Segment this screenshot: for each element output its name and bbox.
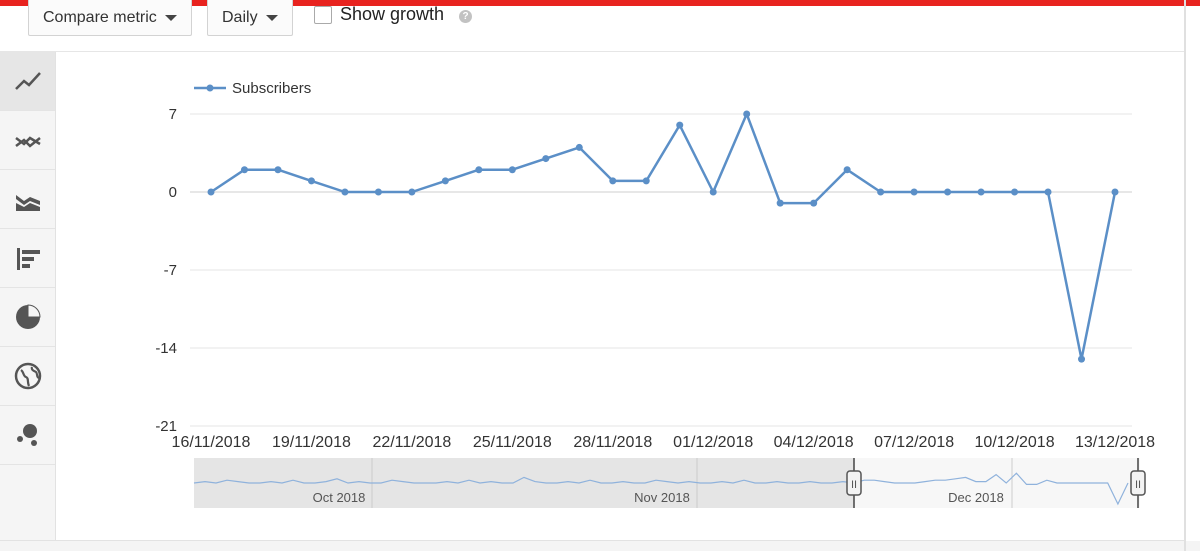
navigator-mini-series (193, 472, 1129, 506)
bar-chart-button[interactable] (0, 229, 55, 288)
panel-bottom-divider (0, 540, 1186, 541)
data-point (1078, 355, 1086, 363)
data-point (709, 188, 717, 196)
data-point (910, 188, 918, 196)
data-point (341, 188, 349, 196)
data-point (1111, 188, 1119, 196)
pie-chart-icon (15, 304, 41, 329)
bar-chart-icon (16, 248, 40, 270)
data-point (408, 188, 416, 196)
show-growth-checkbox[interactable] (314, 6, 332, 24)
data-point (977, 188, 985, 196)
y-tick-label: 0 (169, 184, 177, 201)
data-point (240, 166, 248, 174)
chart-type-sidebar (0, 52, 56, 540)
top-accent-bar (0, 0, 1200, 6)
bubble-chart-button[interactable] (0, 406, 55, 465)
interval-label: Daily (222, 8, 258, 26)
data-point (542, 155, 550, 163)
multi-line-chart-button[interactable] (0, 111, 55, 170)
line-chart-icon (14, 72, 41, 90)
navigator-month-label: Dec 2018 (948, 490, 1004, 505)
navigator-range-handle[interactable] (846, 470, 862, 496)
chevron-down-icon (164, 14, 177, 21)
multi-line-chart-icon (14, 136, 41, 148)
toolbar: Compare metric Daily Show growth ? (0, 0, 1200, 52)
data-point (1011, 188, 1019, 196)
x-tick-label: 28/11/2018 (573, 434, 652, 451)
y-tick-label: 7 (169, 106, 177, 123)
x-tick-label: 13/12/2018 (1075, 434, 1155, 451)
data-point (743, 110, 751, 118)
x-axis-ticks: 16/11/2018 19/11/2018 22/11/2018 25/11/2018… (172, 434, 1156, 451)
data-point (642, 177, 650, 185)
chart-legend: Subscribers (194, 80, 311, 97)
help-icon[interactable]: ? (459, 10, 472, 23)
globe-map-icon (14, 362, 41, 390)
navigator-handle-grip: II (1135, 479, 1141, 491)
data-point (274, 166, 282, 174)
subscribers-series (207, 110, 1119, 363)
data-point (374, 188, 382, 196)
navigator-range-handle[interactable] (1130, 470, 1146, 496)
x-tick-label: 19/11/2018 (272, 434, 351, 451)
stacked-area-chart-button[interactable] (0, 170, 55, 229)
navigator-handle-grip: II (851, 479, 857, 491)
data-point (475, 166, 483, 174)
data-point (508, 166, 516, 174)
page-bottom-band (0, 541, 1200, 551)
x-tick-label: 01/12/2018 (673, 434, 753, 451)
y-tick-label: -7 (164, 262, 177, 279)
interval-dropdown[interactable]: Daily (207, 0, 293, 36)
chevron-down-icon (265, 14, 278, 21)
stacked-area-chart-icon (15, 195, 40, 211)
x-tick-label: 22/11/2018 (372, 434, 451, 451)
toolbar-divider (0, 51, 1186, 52)
data-point (843, 166, 851, 174)
legend-swatch-marker (206, 84, 214, 92)
data-point (877, 188, 885, 196)
data-point (1044, 188, 1052, 196)
navigator-month-label: Oct 2018 (313, 490, 366, 505)
data-point (609, 177, 617, 185)
data-point (944, 188, 952, 196)
legend-label: Subscribers (232, 80, 311, 97)
y-tick-label: -14 (155, 340, 177, 357)
panel-right-border (1184, 0, 1186, 551)
y-tick-label: -21 (155, 418, 177, 435)
data-point (810, 199, 818, 207)
x-tick-label: 10/12/2018 (975, 434, 1055, 451)
data-point (441, 177, 449, 185)
bubble-chart-icon (16, 424, 37, 446)
geo-map-chart-button[interactable] (0, 347, 55, 406)
compare-metric-dropdown[interactable]: Compare metric (28, 0, 192, 36)
show-growth-label[interactable]: Show growth (340, 4, 445, 24)
data-point (676, 121, 684, 129)
x-tick-label: 07/12/2018 (874, 434, 954, 451)
data-point (776, 199, 784, 207)
data-point (575, 143, 583, 151)
x-tick-label: 25/11/2018 (473, 434, 552, 451)
y-axis-ticks: 7 0 -7 -14 -21 (155, 106, 177, 435)
data-point (307, 177, 315, 185)
line-chart-button[interactable] (0, 52, 55, 111)
pie-chart-button[interactable] (0, 288, 55, 347)
data-point (207, 188, 215, 196)
chart-grid (190, 113, 1132, 427)
navigator-month-label: Nov 2018 (634, 490, 690, 505)
x-tick-label: 04/12/2018 (774, 434, 854, 451)
x-tick-label: 16/11/2018 (172, 434, 251, 451)
compare-metric-label: Compare metric (43, 8, 157, 26)
time-navigator[interactable]: Oct 2018 Nov 2018 Dec 2018 II II (193, 458, 1146, 508)
subscribers-line (210, 112, 1117, 361)
